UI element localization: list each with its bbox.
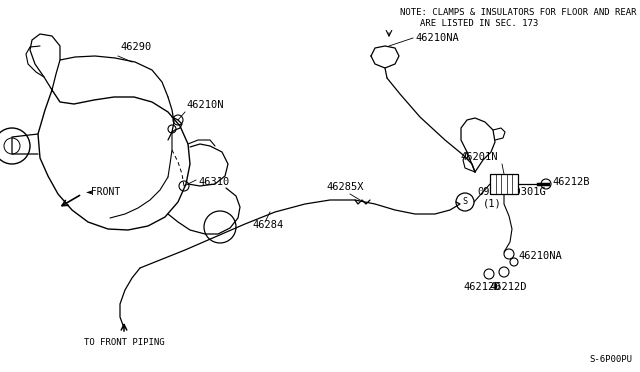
Text: 46290: 46290 xyxy=(120,42,151,52)
Text: (1): (1) xyxy=(483,198,502,208)
Text: 46284: 46284 xyxy=(252,220,284,230)
Text: 46201N: 46201N xyxy=(460,152,497,162)
Text: 46212D: 46212D xyxy=(463,282,500,292)
Bar xyxy=(490,174,518,194)
Text: ARE LISTED IN SEC. 173: ARE LISTED IN SEC. 173 xyxy=(420,19,538,28)
Text: 46212B: 46212B xyxy=(552,177,589,187)
Text: 09146-9301G: 09146-9301G xyxy=(477,187,546,197)
Text: 46210NA: 46210NA xyxy=(415,33,459,43)
Text: 46310: 46310 xyxy=(198,177,229,187)
Text: 46212D: 46212D xyxy=(489,282,527,292)
Text: ◄FRONT: ◄FRONT xyxy=(86,187,121,197)
Text: 46210NA: 46210NA xyxy=(518,251,562,261)
Text: S-6P00PU: S-6P00PU xyxy=(589,355,632,364)
Text: 46285X: 46285X xyxy=(326,182,364,192)
Text: NOTE: CLAMPS & INSULATORS FOR FLOOR AND REAR: NOTE: CLAMPS & INSULATORS FOR FLOOR AND … xyxy=(400,8,637,17)
Text: 46210N: 46210N xyxy=(186,100,223,110)
Text: TO FRONT PIPING: TO FRONT PIPING xyxy=(84,338,164,347)
Text: S: S xyxy=(463,198,467,206)
